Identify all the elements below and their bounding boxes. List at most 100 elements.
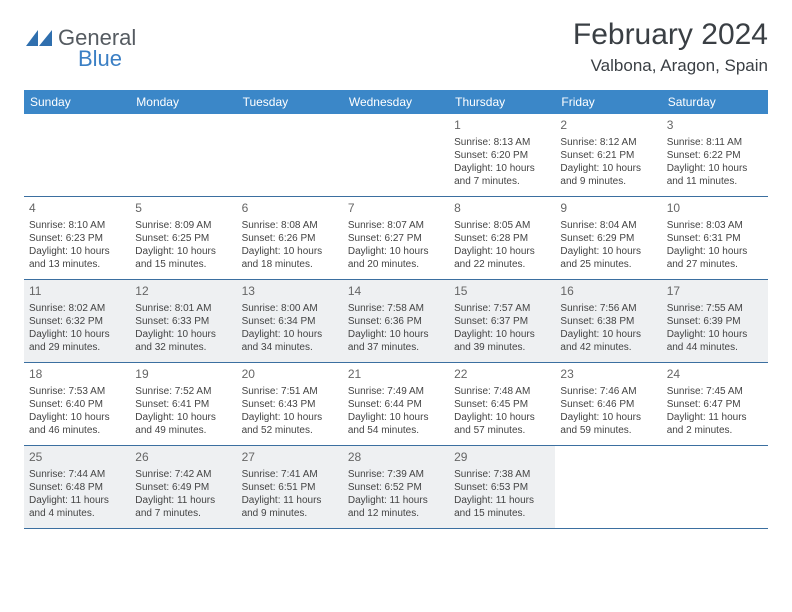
daylight-line: Daylight: 10 hours and 39 minutes. <box>454 328 550 354</box>
sunset-line: Sunset: 6:36 PM <box>348 315 444 328</box>
sunrise-line: Sunrise: 7:58 AM <box>348 302 444 315</box>
day-number: 1 <box>454 118 550 134</box>
day-of-week: Monday <box>130 90 236 114</box>
day-cell: 13Sunrise: 8:00 AMSunset: 6:34 PMDayligh… <box>237 280 343 362</box>
day-number: 25 <box>29 450 125 466</box>
sunrise-line: Sunrise: 7:48 AM <box>454 385 550 398</box>
day-cell: 8Sunrise: 8:05 AMSunset: 6:28 PMDaylight… <box>449 197 555 279</box>
day-cell: 16Sunrise: 7:56 AMSunset: 6:38 PMDayligh… <box>555 280 661 362</box>
daylight-line: Daylight: 10 hours and 15 minutes. <box>135 245 231 271</box>
day-number: 27 <box>242 450 338 466</box>
daylight-line: Daylight: 11 hours and 7 minutes. <box>135 494 231 520</box>
sunset-line: Sunset: 6:45 PM <box>454 398 550 411</box>
sunset-line: Sunset: 6:27 PM <box>348 232 444 245</box>
day-number: 28 <box>348 450 444 466</box>
sunset-line: Sunset: 6:38 PM <box>560 315 656 328</box>
empty-cell <box>343 114 449 196</box>
day-number: 14 <box>348 284 444 300</box>
day-cell: 5Sunrise: 8:09 AMSunset: 6:25 PMDaylight… <box>130 197 236 279</box>
empty-cell <box>24 114 130 196</box>
logo-text-2: Blue <box>78 47 136 70</box>
day-cell: 9Sunrise: 8:04 AMSunset: 6:29 PMDaylight… <box>555 197 661 279</box>
empty-cell <box>555 446 661 528</box>
daylight-line: Daylight: 10 hours and 18 minutes. <box>242 245 338 271</box>
week-row: 4Sunrise: 8:10 AMSunset: 6:23 PMDaylight… <box>24 197 768 280</box>
sunrise-line: Sunrise: 8:09 AM <box>135 219 231 232</box>
sunrise-line: Sunrise: 7:55 AM <box>667 302 763 315</box>
sunrise-line: Sunrise: 7:57 AM <box>454 302 550 315</box>
day-cell: 6Sunrise: 8:08 AMSunset: 6:26 PMDaylight… <box>237 197 343 279</box>
day-number: 19 <box>135 367 231 383</box>
day-number: 15 <box>454 284 550 300</box>
day-cell: 21Sunrise: 7:49 AMSunset: 6:44 PMDayligh… <box>343 363 449 445</box>
sunset-line: Sunset: 6:51 PM <box>242 481 338 494</box>
sunset-line: Sunset: 6:34 PM <box>242 315 338 328</box>
sunset-line: Sunset: 6:40 PM <box>29 398 125 411</box>
day-number: 22 <box>454 367 550 383</box>
sunset-line: Sunset: 6:48 PM <box>29 481 125 494</box>
sunset-line: Sunset: 6:47 PM <box>667 398 763 411</box>
sunset-line: Sunset: 6:37 PM <box>454 315 550 328</box>
sunrise-line: Sunrise: 7:45 AM <box>667 385 763 398</box>
sunrise-line: Sunrise: 8:03 AM <box>667 219 763 232</box>
day-number: 16 <box>560 284 656 300</box>
sunrise-line: Sunrise: 7:52 AM <box>135 385 231 398</box>
daylight-line: Daylight: 11 hours and 4 minutes. <box>29 494 125 520</box>
daylight-line: Daylight: 10 hours and 11 minutes. <box>667 162 763 188</box>
day-number: 17 <box>667 284 763 300</box>
calendar: SundayMondayTuesdayWednesdayThursdayFrid… <box>24 90 768 529</box>
daylight-line: Daylight: 10 hours and 22 minutes. <box>454 245 550 271</box>
day-of-week: Thursday <box>449 90 555 114</box>
sunset-line: Sunset: 6:29 PM <box>560 232 656 245</box>
sunset-line: Sunset: 6:53 PM <box>454 481 550 494</box>
daylight-line: Daylight: 10 hours and 44 minutes. <box>667 328 763 354</box>
sunrise-line: Sunrise: 7:56 AM <box>560 302 656 315</box>
sunrise-line: Sunrise: 8:00 AM <box>242 302 338 315</box>
day-cell: 1Sunrise: 8:13 AMSunset: 6:20 PMDaylight… <box>449 114 555 196</box>
day-number: 3 <box>667 118 763 134</box>
sunset-line: Sunset: 6:43 PM <box>242 398 338 411</box>
sunset-line: Sunset: 6:41 PM <box>135 398 231 411</box>
day-of-week: Friday <box>555 90 661 114</box>
title-block: February 2024 Valbona, Aragon, Spain <box>573 18 768 76</box>
day-cell: 17Sunrise: 7:55 AMSunset: 6:39 PMDayligh… <box>662 280 768 362</box>
day-number: 2 <box>560 118 656 134</box>
daylight-line: Daylight: 10 hours and 32 minutes. <box>135 328 231 354</box>
week-row: 11Sunrise: 8:02 AMSunset: 6:32 PMDayligh… <box>24 280 768 363</box>
day-cell: 10Sunrise: 8:03 AMSunset: 6:31 PMDayligh… <box>662 197 768 279</box>
day-of-week: Saturday <box>662 90 768 114</box>
sunrise-line: Sunrise: 8:07 AM <box>348 219 444 232</box>
sunrise-line: Sunrise: 7:44 AM <box>29 468 125 481</box>
day-number: 13 <box>242 284 338 300</box>
daylight-line: Daylight: 10 hours and 46 minutes. <box>29 411 125 437</box>
day-cell: 23Sunrise: 7:46 AMSunset: 6:46 PMDayligh… <box>555 363 661 445</box>
day-number: 12 <box>135 284 231 300</box>
day-number: 5 <box>135 201 231 217</box>
day-number: 18 <box>29 367 125 383</box>
sunrise-line: Sunrise: 7:49 AM <box>348 385 444 398</box>
sunrise-line: Sunrise: 7:46 AM <box>560 385 656 398</box>
sunrise-line: Sunrise: 8:05 AM <box>454 219 550 232</box>
sunset-line: Sunset: 6:44 PM <box>348 398 444 411</box>
day-cell: 15 Sunrise: 7:57 AMSunset: 6:37 PMDayligh… <box>449 280 555 362</box>
sunrise-line: Sunrise: 8:01 AM <box>135 302 231 315</box>
logo-text: General Blue <box>58 26 136 70</box>
day-cell: 29Sunrise: 7:38 AMSunset: 6:53 PMDayligh… <box>449 446 555 528</box>
daylight-line: Daylight: 11 hours and 12 minutes. <box>348 494 444 520</box>
daylight-line: Daylight: 10 hours and 27 minutes. <box>667 245 763 271</box>
daylight-line: Daylight: 10 hours and 52 minutes. <box>242 411 338 437</box>
month-title: February 2024 <box>573 18 768 52</box>
day-number: 8 <box>454 201 550 217</box>
day-number: 20 <box>242 367 338 383</box>
sunset-line: Sunset: 6:26 PM <box>242 232 338 245</box>
sunset-line: Sunset: 6:49 PM <box>135 481 231 494</box>
sunset-line: Sunset: 6:33 PM <box>135 315 231 328</box>
day-number: 21 <box>348 367 444 383</box>
day-cell: 19Sunrise: 7:52 AMSunset: 6:41 PMDayligh… <box>130 363 236 445</box>
day-number: 24 <box>667 367 763 383</box>
logo: General Blue <box>24 26 136 70</box>
day-number: 23 <box>560 367 656 383</box>
day-cell: 7Sunrise: 8:07 AMSunset: 6:27 PMDaylight… <box>343 197 449 279</box>
sunset-line: Sunset: 6:20 PM <box>454 149 550 162</box>
logo-icon <box>24 26 54 55</box>
